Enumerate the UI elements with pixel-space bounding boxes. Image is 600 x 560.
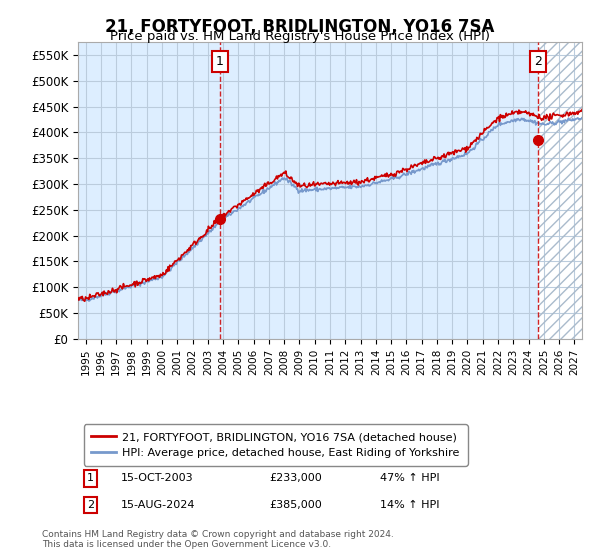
Text: 2: 2 xyxy=(534,55,542,68)
Text: Contains HM Land Registry data © Crown copyright and database right 2024.: Contains HM Land Registry data © Crown c… xyxy=(42,530,394,539)
Bar xyxy=(538,42,582,339)
Text: 2: 2 xyxy=(87,500,94,510)
Text: £233,000: £233,000 xyxy=(269,473,322,483)
Text: £385,000: £385,000 xyxy=(269,500,322,510)
Text: This data is licensed under the Open Government Licence v3.0.: This data is licensed under the Open Gov… xyxy=(42,540,331,549)
Text: 1: 1 xyxy=(216,55,224,68)
Text: 14% ↑ HPI: 14% ↑ HPI xyxy=(380,500,440,510)
Legend: 21, FORTYFOOT, BRIDLINGTON, YO16 7SA (detached house), HPI: Average price, detac: 21, FORTYFOOT, BRIDLINGTON, YO16 7SA (de… xyxy=(83,424,467,465)
Text: 21, FORTYFOOT, BRIDLINGTON, YO16 7SA: 21, FORTYFOOT, BRIDLINGTON, YO16 7SA xyxy=(106,18,494,36)
Text: 1: 1 xyxy=(87,473,94,483)
Bar xyxy=(538,42,582,339)
Text: Price paid vs. HM Land Registry's House Price Index (HPI): Price paid vs. HM Land Registry's House … xyxy=(110,30,490,43)
Text: 47% ↑ HPI: 47% ↑ HPI xyxy=(380,473,440,483)
Text: 15-AUG-2024: 15-AUG-2024 xyxy=(121,500,196,510)
Text: 15-OCT-2003: 15-OCT-2003 xyxy=(121,473,193,483)
